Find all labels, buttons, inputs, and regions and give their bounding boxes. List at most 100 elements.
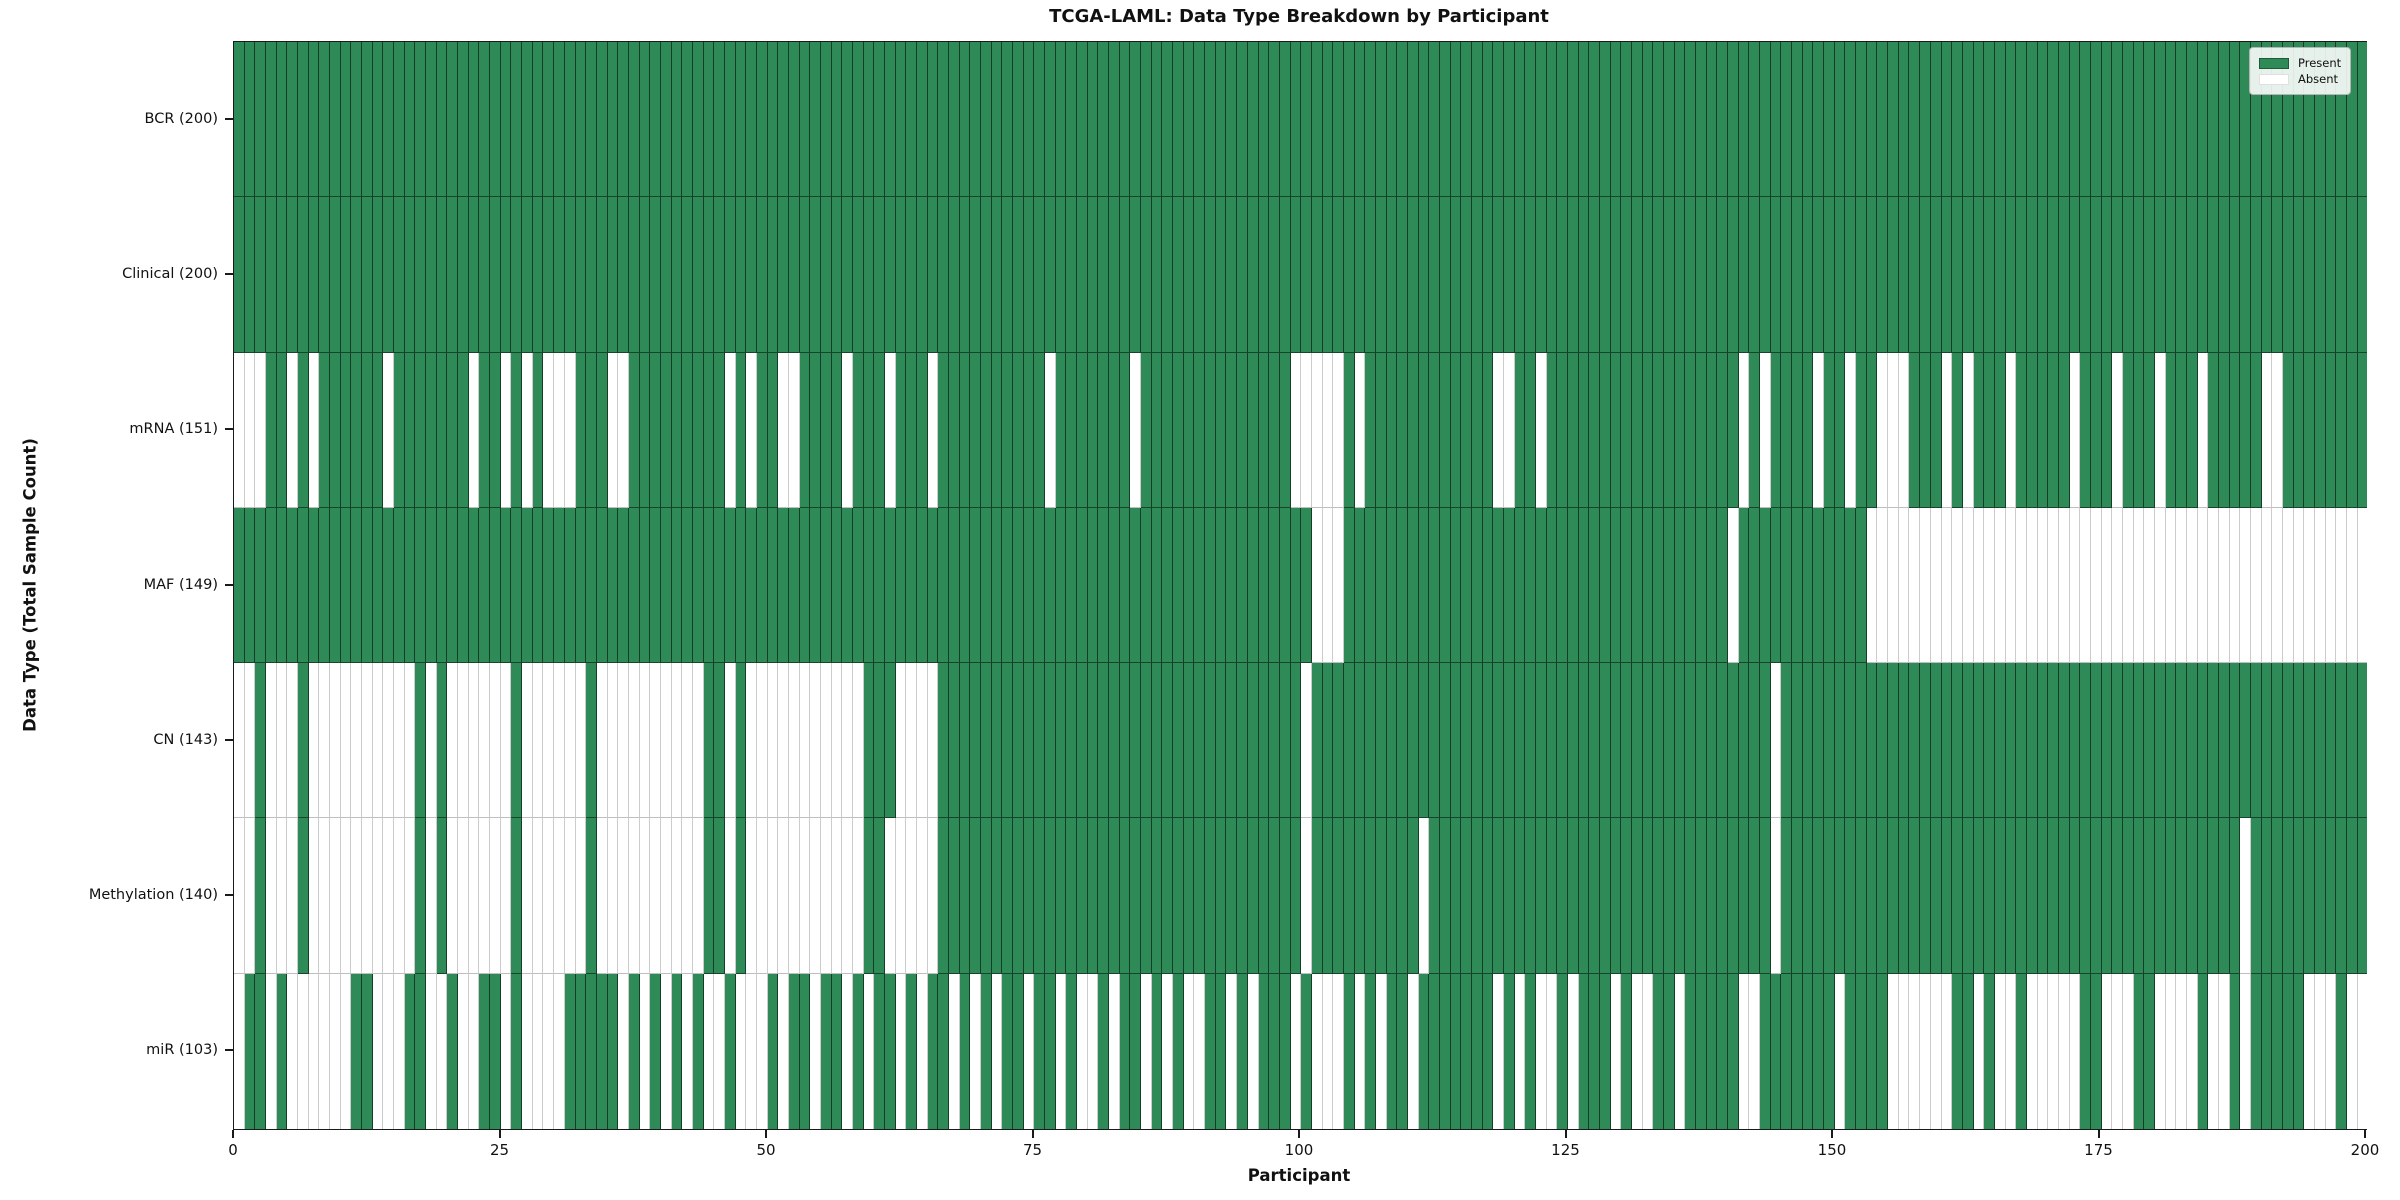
- heatmap-cell: [1354, 818, 1366, 974]
- heatmap-cell: [1962, 197, 1974, 353]
- heatmap-cell: [2016, 42, 2027, 198]
- heatmap-cell: [895, 507, 907, 664]
- heatmap-cell: [255, 42, 267, 198]
- heatmap-cell: [671, 663, 683, 819]
- heatmap-cell: [1386, 507, 1398, 664]
- heatmap-cell: [1333, 973, 1344, 1129]
- heatmap-cell: [596, 42, 608, 198]
- heatmap-cell: [639, 352, 651, 508]
- heatmap-cell: [1386, 663, 1398, 819]
- heatmap-cell: [650, 663, 661, 819]
- heatmap-cell: [1973, 42, 1985, 198]
- heatmap-cell: [1610, 818, 1622, 974]
- heatmap-cell: [703, 507, 715, 664]
- heatmap-cell: [1525, 663, 1536, 819]
- heatmap-cell: [2197, 352, 2209, 508]
- heatmap-cell: [2229, 818, 2241, 974]
- heatmap-cell: [586, 663, 597, 819]
- heatmap-cell: [927, 663, 939, 819]
- heatmap-cell: [1407, 352, 1419, 508]
- heatmap-cell: [1909, 818, 1921, 974]
- heatmap-cell: [2272, 507, 2283, 664]
- x-tick-label: 125: [1551, 1141, 1580, 1159]
- heatmap-cell: [426, 352, 437, 508]
- heatmap-cell: [2315, 818, 2326, 974]
- heatmap-cell: [1429, 973, 1440, 1129]
- heatmap-cell: [1183, 352, 1195, 508]
- heatmap-cell: [650, 42, 661, 198]
- heatmap-cell: [479, 352, 491, 508]
- heatmap-cell: [2304, 197, 2316, 353]
- heatmap-cell: [1194, 818, 1206, 974]
- heatmap-cell: [458, 973, 469, 1129]
- heatmap-cell: [1109, 352, 1120, 508]
- heatmap-cell: [2037, 973, 2049, 1129]
- heatmap-cell: [1621, 663, 1633, 819]
- heatmap-cell: [2218, 507, 2230, 664]
- heatmap-cell: [2176, 818, 2187, 974]
- heatmap-cell: [2240, 973, 2251, 1129]
- heatmap-cell: [1600, 197, 1611, 353]
- heatmap-cell: [1407, 663, 1419, 819]
- heatmap-cell: [244, 507, 256, 664]
- heatmap-cell: [1055, 973, 1067, 1129]
- heatmap-cell: [1322, 352, 1334, 508]
- heatmap-cell: [724, 42, 736, 198]
- heatmap-cell: [2005, 818, 2017, 974]
- heatmap-cell: [1770, 973, 1782, 1129]
- heatmap-cell: [1557, 663, 1568, 819]
- heatmap-cell: [1952, 507, 1963, 664]
- heatmap-cell: [2240, 818, 2251, 974]
- heatmap-cell: [2154, 973, 2166, 1129]
- heatmap-cell: [1450, 507, 1462, 664]
- heatmap-cell: [1834, 663, 1846, 819]
- heatmap-cell: [596, 197, 608, 353]
- heatmap-cell: [2154, 352, 2166, 508]
- heatmap-cell: [650, 352, 661, 508]
- heatmap-cell: [618, 818, 629, 974]
- heatmap-cell: [2347, 42, 2358, 198]
- heatmap-cell: [842, 352, 853, 508]
- heatmap-cell: [1792, 507, 1803, 664]
- heatmap-cell: [1098, 197, 1110, 353]
- heatmap-cell: [2186, 663, 2198, 819]
- heatmap-cell: [1119, 42, 1131, 198]
- heatmap-cell: [1973, 973, 1985, 1129]
- heatmap-cell: [714, 507, 725, 664]
- heatmap-cell: [1237, 352, 1248, 508]
- heatmap-cell: [650, 507, 661, 664]
- heatmap-cell: [1055, 507, 1067, 664]
- heatmap-cell: [1909, 973, 1921, 1129]
- heatmap-cell: [276, 42, 288, 198]
- y-tick-label-miR: miR (103): [146, 1042, 218, 1059]
- heatmap-cell: [703, 663, 715, 819]
- heatmap-cell: [255, 663, 267, 819]
- heatmap-cell: [1535, 42, 1547, 198]
- heatmap-cell: [1109, 507, 1120, 664]
- heatmap-cell: [2101, 197, 2113, 353]
- heatmap-cell: [1013, 818, 1024, 974]
- heatmap-cell: [1792, 197, 1803, 353]
- heatmap-cell: [1525, 352, 1536, 508]
- heatmap-cell: [1247, 973, 1259, 1129]
- heatmap-cell: [586, 352, 597, 508]
- heatmap-cell: [799, 197, 811, 353]
- heatmap-cell: [1226, 663, 1238, 819]
- x-tick-mark: [765, 1130, 767, 1138]
- heatmap-cell: [2133, 818, 2145, 974]
- heatmap-cell: [1632, 197, 1643, 353]
- heatmap-cell: [1834, 42, 1846, 198]
- heatmap-cell: [1386, 973, 1398, 1129]
- heatmap-cell: [2122, 663, 2134, 819]
- x-tick-mark: [498, 1130, 501, 1138]
- heatmap-cell: [714, 663, 725, 819]
- heatmap-cell: [2208, 197, 2219, 353]
- heatmap-cell: [1290, 197, 1302, 353]
- heatmap-cell: [2218, 973, 2230, 1129]
- heatmap-cell: [1845, 507, 1857, 664]
- heatmap-cell: [543, 507, 555, 664]
- heatmap-cell: [1119, 352, 1131, 508]
- heatmap-cell: [1226, 42, 1238, 198]
- heatmap-cell: [1984, 663, 1995, 819]
- heatmap-cell: [532, 973, 544, 1129]
